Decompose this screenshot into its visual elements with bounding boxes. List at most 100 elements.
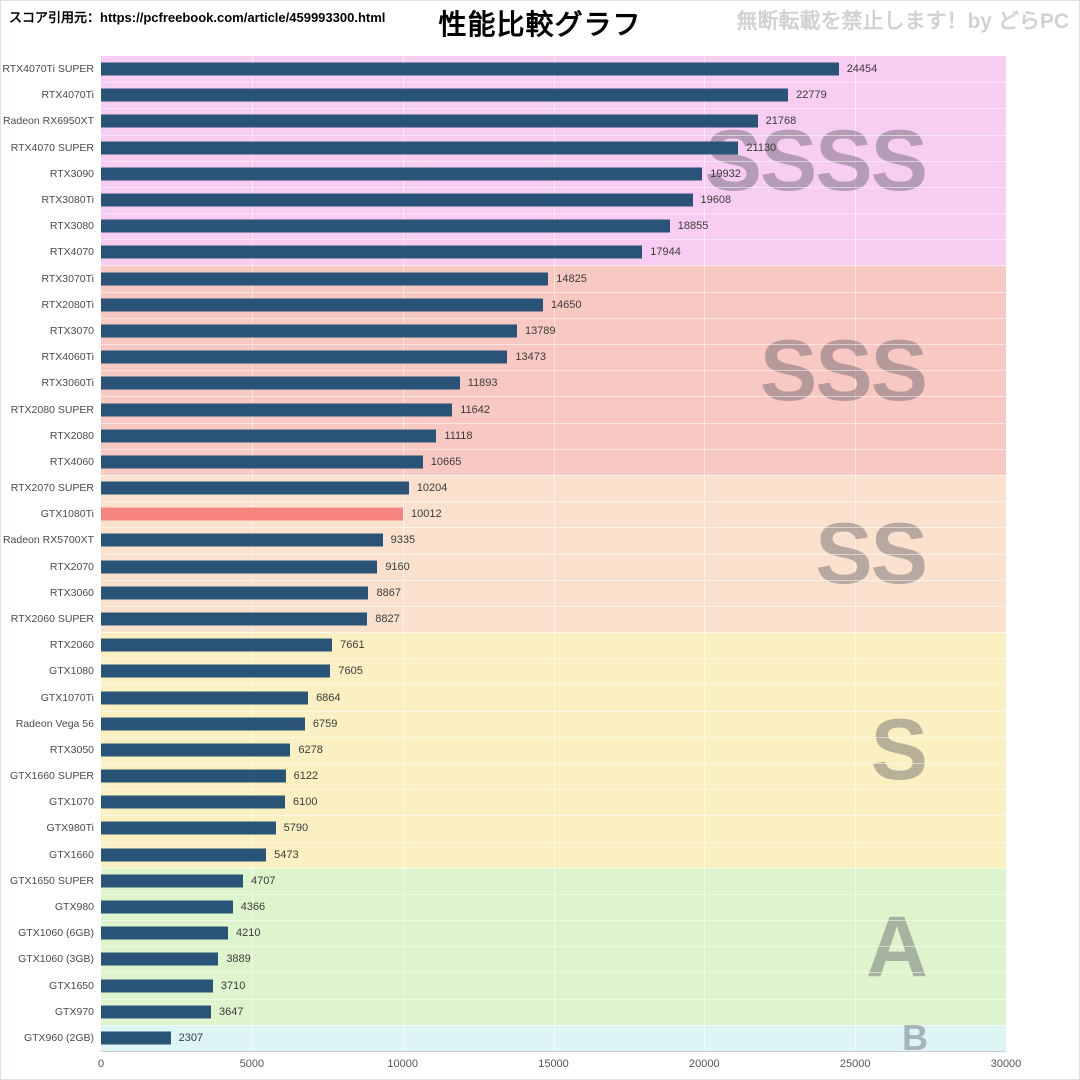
x-tick-label: 5000 <box>239 1058 265 1070</box>
bar-value: 22779 <box>796 89 827 102</box>
gpu-label: RTX3070Ti <box>41 272 94 285</box>
gpu-label: GTX1080Ti <box>40 508 94 521</box>
bar <box>101 900 233 914</box>
chart-row: RTX4060 10665 <box>1 448 1080 475</box>
bar <box>101 88 789 102</box>
bar <box>101 926 228 940</box>
chart-row: GTX980 4366 <box>1 893 1080 920</box>
chart-row: RTX2080 SUPER 11642 <box>1 396 1080 422</box>
gpu-label: RTX4060 <box>49 455 94 468</box>
chart-row: RTX2060 7661 <box>1 632 1080 658</box>
bar-value: 18855 <box>677 220 709 233</box>
bar-value: 10204 <box>416 482 448 495</box>
bar-value: 7605 <box>338 665 363 678</box>
gpu-label: RTX3090 <box>49 167 94 180</box>
chart-row: Radeon RX5700XT 9335 <box>1 527 1080 553</box>
bar <box>101 481 409 495</box>
chart-row: RTX3070Ti 14825 <box>1 265 1080 291</box>
bar-value: 5790 <box>283 822 309 835</box>
bar <box>101 691 309 704</box>
x-tick-label: 25000 <box>839 1058 871 1070</box>
gridline <box>855 1025 857 1051</box>
x-tick-label: 15000 <box>538 1058 569 1070</box>
bar-value: 8867 <box>376 586 401 599</box>
chart-row: RTX4070Ti SUPER 24454 <box>1 56 1080 82</box>
bar-value: 9335 <box>390 534 416 547</box>
chart-row: GTX1070Ti 6864 <box>1 684 1080 710</box>
chart-row: GTX960 (2GB) 2307 <box>1 1025 1080 1051</box>
gpu-label: GTX1070Ti <box>40 691 94 704</box>
bar <box>101 769 286 783</box>
gpu-label: RTX3080Ti <box>41 194 94 207</box>
bar <box>101 1005 212 1019</box>
bar <box>101 167 703 181</box>
chart-row: RTX2070 9160 <box>1 553 1080 580</box>
chart-row: GTX970 3647 <box>1 998 1080 1025</box>
gpu-label: GTX1650 <box>49 979 94 992</box>
bar <box>101 455 423 469</box>
performance-bar-chart: SSSS RTX4070Ti SUPER 24454 RTX4070Ti 22779 Ra… <box>1 56 1080 1056</box>
gridline <box>251 56 253 266</box>
chart-row: Radeon Vega 56 6759 <box>1 710 1080 737</box>
bar <box>101 429 437 443</box>
bar-value: 21768 <box>765 115 797 128</box>
bar-value: 8827 <box>375 612 400 625</box>
chart-row: GTX1070 6100 <box>1 789 1080 815</box>
chart-row: RTX3080 18855 <box>1 213 1080 239</box>
gpu-label: GTX980Ti <box>46 822 94 835</box>
bar-value: 6759 <box>312 717 338 730</box>
bar-value: 14825 <box>556 272 587 285</box>
gridline <box>553 633 555 868</box>
tier-band-a: A <box>101 867 1006 1025</box>
gpu-label: GTX970 <box>54 1005 94 1018</box>
x-tick-label: 30000 <box>990 1058 1022 1070</box>
x-tick-label: 0 <box>97 1058 105 1070</box>
chart-row: RTX3080Ti 19608 <box>1 186 1080 213</box>
bar-value: 4210 <box>236 927 261 940</box>
bar <box>101 114 758 128</box>
bar-value: 5473 <box>274 848 299 861</box>
gpu-label: RTX3070 <box>49 324 94 337</box>
tier-section-b: B GTX960 (2GB) 2307 <box>1 1020 1080 1056</box>
bar <box>101 62 839 76</box>
bar-value: 7661 <box>340 639 365 652</box>
bar-value: 11893 <box>467 377 498 390</box>
gpu-label: GTX1650 SUPER <box>9 874 94 887</box>
chart-row: GTX1080Ti 10012 <box>1 501 1080 527</box>
bar <box>101 952 219 966</box>
bar-value: 21130 <box>746 141 777 154</box>
gpu-label: GTX980 <box>54 900 94 913</box>
chart-row: RTX3060 8867 <box>1 579 1080 606</box>
bar-value: 6122 <box>293 770 319 783</box>
gridline <box>402 1025 404 1051</box>
gpu-label: RTX4070Ti <box>41 89 94 102</box>
chart-row: GTX1650 3710 <box>1 972 1080 998</box>
bar-value: 6100 <box>293 796 318 809</box>
tier-section-a: A GTX1650 SUPER 4707 GTX980 4366 GTX1060 (6GB… <box>1 867 1080 1025</box>
bar-highlighted <box>101 507 404 521</box>
bar <box>101 219 670 233</box>
gridline <box>402 633 404 868</box>
gridline <box>704 56 706 266</box>
bar <box>101 612 368 626</box>
gpu-label: RTX2060 SUPER <box>10 612 94 625</box>
chart-row: RTX3090 19932 <box>1 160 1080 187</box>
gpu-label: GTX1060 (6GB) <box>18 927 94 940</box>
bar-value: 19932 <box>710 167 741 180</box>
tier-section-ssss: SSSS RTX4070Ti SUPER 24454 RTX4070Ti 22779 Ra… <box>1 56 1080 266</box>
bar-value: 6278 <box>298 743 323 756</box>
chart-row: GTX1650 SUPER 4707 <box>1 868 1080 894</box>
chart-row: GTX1660 SUPER 6122 <box>1 762 1080 789</box>
bar-value: 9160 <box>385 560 410 573</box>
gpu-label: RTX4060Ti <box>41 351 94 364</box>
page-title: 性能比較グラフ <box>438 9 642 40</box>
bar-value: 17944 <box>650 246 681 259</box>
bar <box>101 350 508 364</box>
bar <box>101 795 286 809</box>
bar-value: 3647 <box>219 1005 244 1018</box>
bar <box>101 298 543 312</box>
chart-row: RTX2070 SUPER 10204 <box>1 475 1080 501</box>
gpu-label: RTX4070 SUPER <box>10 141 94 154</box>
gpu-label: RTX2080Ti <box>41 298 94 311</box>
